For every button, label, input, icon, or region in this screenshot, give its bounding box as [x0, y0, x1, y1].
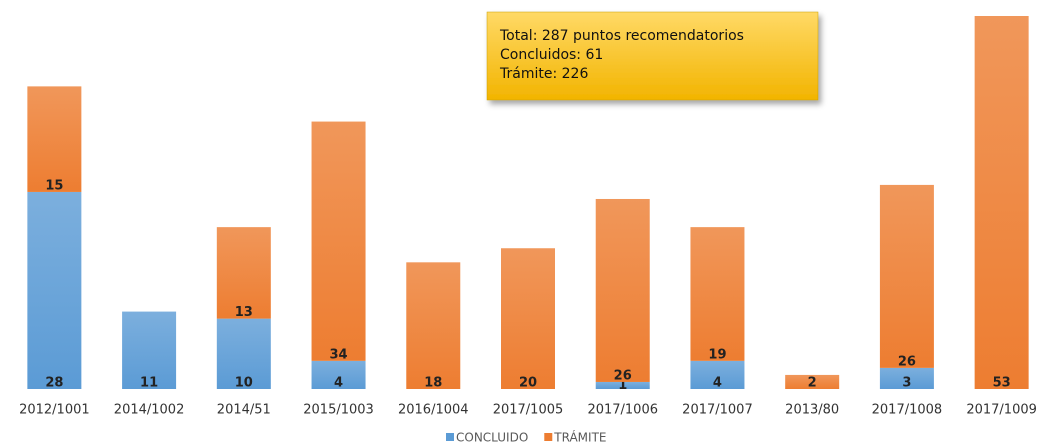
data-label: 2 — [808, 376, 817, 391]
data-label: 26 — [614, 368, 632, 383]
legend: CONCLUIDO TRÁMITE — [446, 430, 606, 445]
bar-segment — [311, 360, 366, 389]
data-label: 53 — [993, 376, 1011, 391]
x-tick-label: 2013/80 — [785, 403, 839, 418]
annotation-background — [486, 11, 819, 101]
legend-swatch — [544, 433, 553, 441]
bar-segment — [785, 374, 840, 389]
x-tick-label: 2012/1001 — [19, 403, 90, 418]
data-label: 4 — [713, 376, 722, 391]
x-tick-label: 2017/1005 — [493, 403, 564, 418]
x-tick-label: 2017/1009 — [966, 403, 1037, 418]
data-label: 1 — [618, 378, 627, 393]
legend-label: CONCLUIDO — [456, 431, 528, 445]
bar-segment — [216, 227, 271, 319]
data-label: 26 — [898, 354, 916, 369]
bar-segment — [595, 198, 650, 382]
bar-segment — [27, 191, 82, 389]
x-tick-label: 2016/1004 — [398, 403, 469, 418]
bar-segment — [27, 86, 82, 192]
annotation-line: Concluidos: 61 — [500, 47, 603, 63]
bar-segment — [122, 311, 177, 389]
bar-segment — [879, 367, 934, 389]
data-label: 28 — [45, 376, 63, 391]
bar-segment — [879, 184, 934, 368]
annotation-line: Trámite: 226 — [499, 66, 588, 82]
x-tick-label: 2014/51 — [217, 403, 271, 418]
data-label: 18 — [424, 376, 442, 391]
bar-segment — [406, 262, 461, 389]
legend-label: TRÁMITE — [553, 430, 606, 445]
data-label: 20 — [519, 376, 537, 391]
data-label: 34 — [329, 347, 347, 362]
data-label: 11 — [140, 376, 158, 391]
legend-swatch — [446, 433, 454, 441]
bar-segment — [690, 227, 745, 361]
bar-segment — [690, 360, 745, 389]
data-label: 13 — [235, 305, 253, 320]
data-label: 10 — [235, 376, 253, 391]
x-tick-label: 2017/1007 — [682, 403, 753, 418]
bar-segment — [501, 248, 555, 389]
x-tick-label: 2014/1002 — [114, 403, 185, 418]
bar-segment — [311, 121, 366, 361]
x-tick-label: 2017/1006 — [587, 403, 658, 418]
data-label: 19 — [708, 347, 726, 362]
bar-segment — [595, 381, 650, 389]
data-label: 4 — [334, 376, 343, 391]
annotation-box: Total: 287 puntos recomendatorios Conclu… — [486, 11, 819, 101]
bar-segment — [216, 318, 271, 389]
data-label: 15 — [45, 178, 63, 193]
annotation-line: Total: 287 puntos recomendatorios — [499, 28, 744, 44]
x-tick-label: 2017/1008 — [872, 403, 943, 418]
x-tick-label: 2015/1003 — [303, 403, 374, 418]
data-label: 3 — [902, 376, 911, 391]
bar-segment — [974, 16, 1029, 389]
